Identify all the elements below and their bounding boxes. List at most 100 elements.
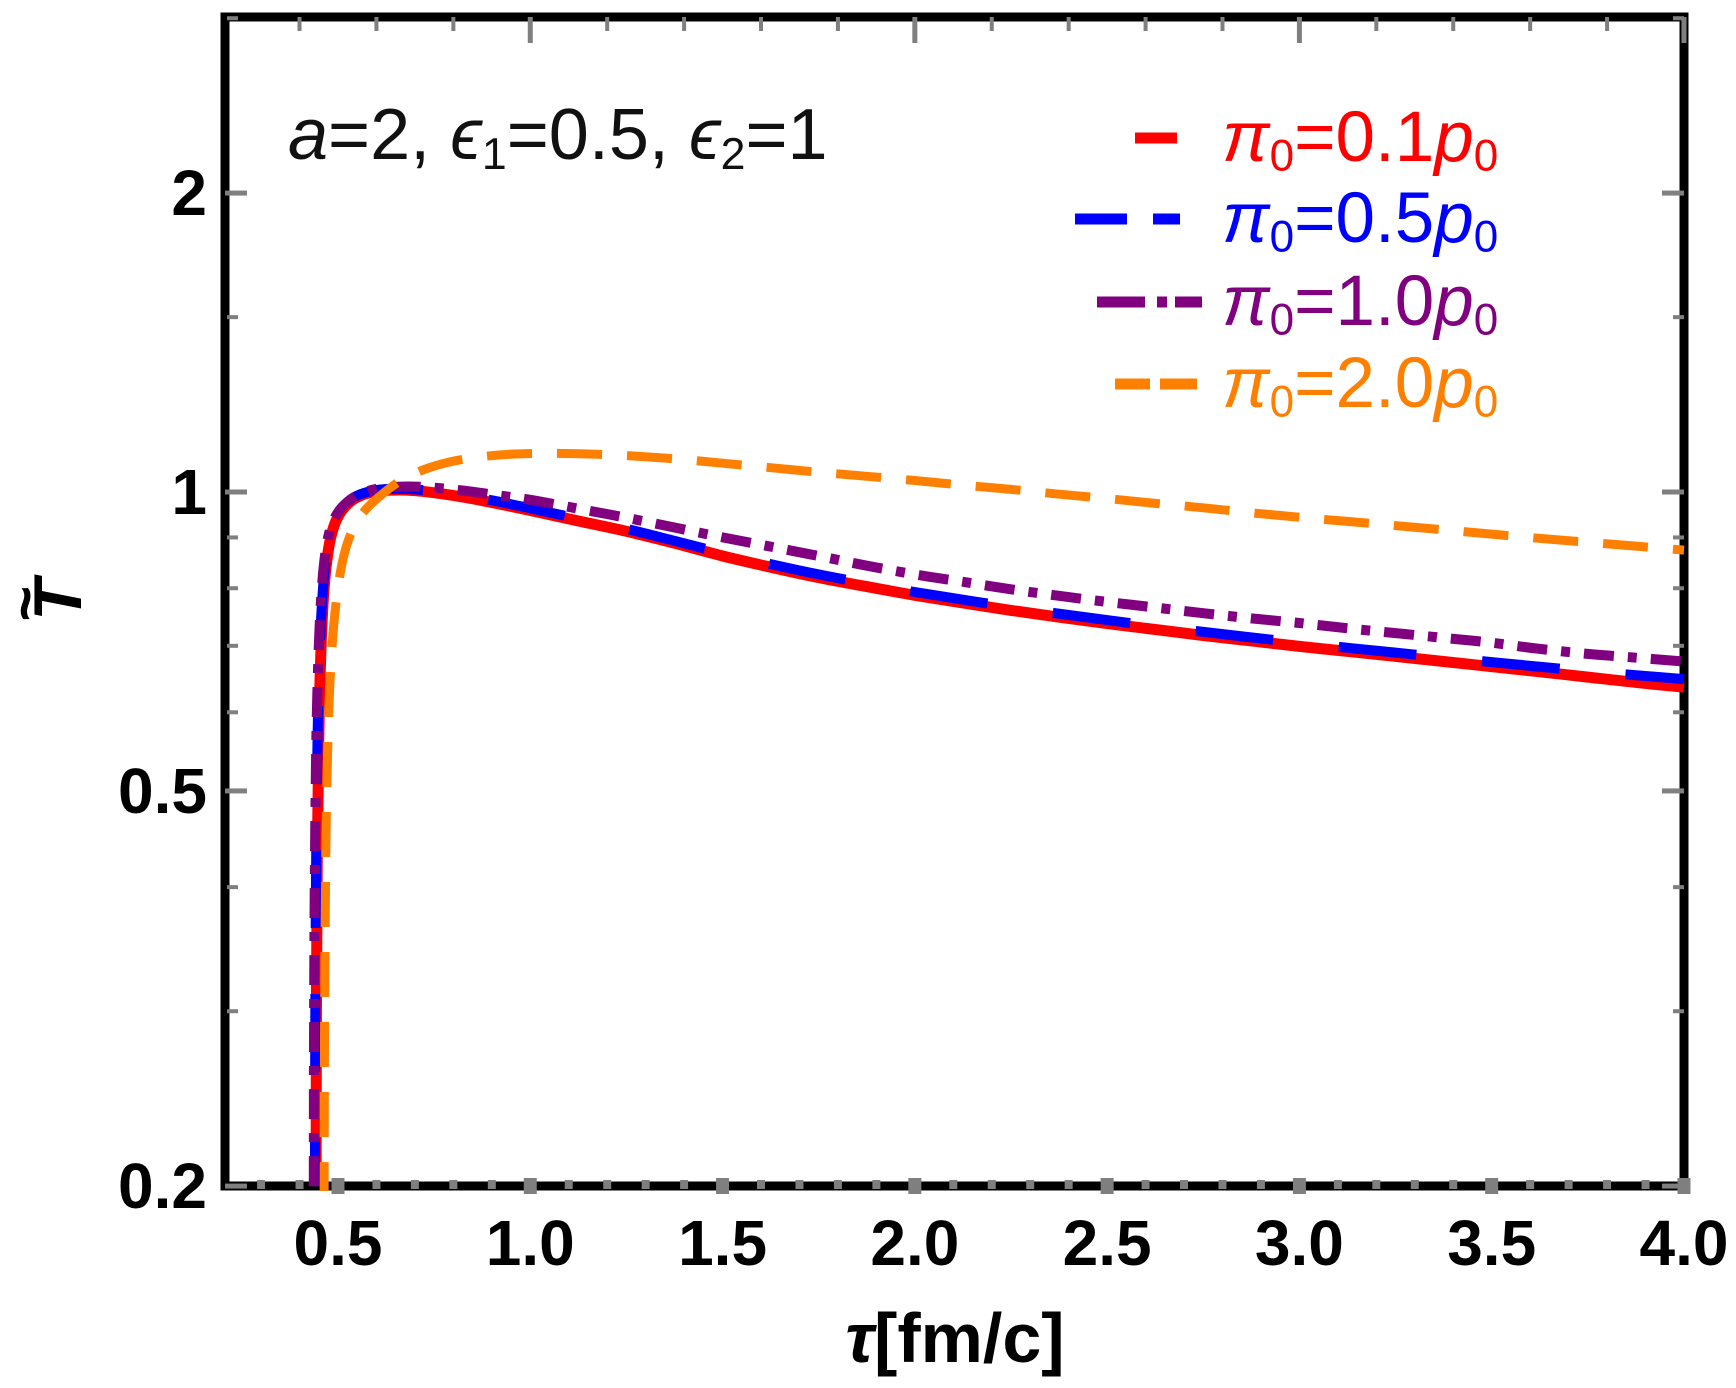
x-tick-label-2.5: 2.5: [1062, 1207, 1152, 1279]
x-minor-tick: [1218, 1180, 1227, 1189]
x-top-minor-tick: [297, 17, 302, 31]
legend-label-part: p: [1434, 179, 1474, 258]
x-minor-tick: [833, 1180, 842, 1189]
legend-swatch-pi0=2.0p0: [1115, 378, 1197, 390]
legend-label-part: 0: [1269, 295, 1295, 345]
x-minor-tick: [487, 1180, 496, 1189]
legend-label-pi0=1.0p0: π0=1.0p0: [1222, 259, 1498, 364]
x-top-minor-tick: [1374, 17, 1379, 31]
x-minor-tick: [757, 1180, 766, 1189]
x-axis-title: τ[fm/c]: [705, 1296, 1205, 1380]
x-top-minor-tick: [989, 17, 994, 31]
legend-label-part: 0: [1473, 131, 1499, 181]
x-top-minor-tick: [1220, 17, 1225, 31]
x-top-minor-tick: [605, 17, 610, 31]
curves-group: [308, 448, 1685, 1191]
x-minor-tick: [449, 1180, 458, 1189]
y-major-tick: [225, 788, 247, 794]
y-minor-tick: [227, 710, 238, 715]
x-top-minor-tick: [374, 17, 379, 31]
x-minor-tick: [1333, 1180, 1342, 1189]
legend-label-part: π: [1222, 344, 1270, 423]
x-top-minor-tick: [1605, 17, 1610, 31]
annotation-part: =2,: [328, 95, 451, 175]
y-right-major-tick: [1662, 190, 1684, 196]
y-right-minor-tick: [1673, 586, 1684, 591]
x-top-minor-tick: [1066, 17, 1071, 31]
legend-label-part: π: [1222, 262, 1270, 341]
x-minor-tick: [1141, 1180, 1150, 1189]
x-major-tick: [1100, 1178, 1114, 1194]
x-tick-label-0.5: 0.5: [293, 1207, 383, 1279]
legend-label-pi0=2.0p0: π0=2.0p0: [1222, 341, 1498, 446]
legend-label-part: π: [1222, 98, 1270, 177]
legend-label-part: 0: [1269, 212, 1295, 262]
tilde-accent: ~: [0, 586, 59, 622]
x-minor-tick: [410, 1180, 419, 1189]
y-axis-title: T~: [0, 520, 138, 680]
y-minor-tick: [227, 1009, 238, 1014]
x-top-minor-tick: [759, 17, 764, 31]
x-top-major-tick: [1296, 17, 1302, 43]
x-top-major-tick: [1681, 17, 1687, 43]
y-minor-tick: [227, 535, 238, 540]
annotation-part: =0.5,: [506, 95, 689, 175]
x-minor-tick: [949, 1180, 958, 1189]
legend-swatch-pi0=1.0p0: [1097, 296, 1202, 308]
legend-label-pi0=0.5p0: π0=0.5p0: [1222, 176, 1498, 281]
y-tick-label-0.2: 0.2: [118, 1150, 207, 1223]
x-minor-tick: [1372, 1180, 1381, 1189]
x-tick-label-2.0: 2.0: [870, 1207, 960, 1279]
x-top-minor-tick: [1451, 17, 1456, 31]
legend-label-pi0=0.1p0: π0=0.1p0: [1222, 95, 1498, 200]
x-tick-label-4.0: 4.0: [1639, 1207, 1729, 1279]
x-minor-tick: [987, 1180, 996, 1189]
legend-label-part: p: [1434, 262, 1474, 341]
x-top-major-tick: [912, 17, 918, 43]
x-minor-tick: [257, 1180, 266, 1189]
x-minor-tick: [564, 1180, 573, 1189]
legend-label-part: p: [1434, 98, 1474, 177]
y-minor-tick: [227, 315, 238, 320]
legend-label-part: =: [1294, 262, 1336, 341]
annotation-part: ϵ: [450, 95, 482, 175]
x-minor-tick: [1256, 1180, 1265, 1189]
y-minor-tick: [227, 586, 238, 591]
x-top-minor-tick: [1528, 17, 1533, 31]
legend-swatch-pi0=0.5p0: [1075, 213, 1180, 225]
curve-pi0=0.1p0: [310, 484, 1685, 1187]
legend-label-part: 2.0: [1335, 344, 1435, 423]
x-minor-tick: [1603, 1180, 1612, 1189]
x-top-minor-tick: [835, 17, 840, 31]
annotation-part: =1: [745, 95, 828, 175]
x-minor-tick: [372, 1180, 381, 1189]
y-right-minor-tick: [1673, 315, 1684, 320]
y-major-tick: [225, 489, 247, 495]
x-minor-tick: [1641, 1180, 1650, 1189]
y-right-major-tick: [1662, 788, 1684, 794]
x-minor-tick: [1180, 1180, 1189, 1189]
legend-label-part: =: [1294, 98, 1336, 177]
x-minor-tick: [1564, 1180, 1573, 1189]
legend-label-part: =: [1294, 344, 1336, 423]
y-tick-label-1: 1: [171, 456, 207, 528]
y-right-minor-tick: [1673, 16, 1684, 21]
y-axis-title-text: T~: [0, 579, 96, 621]
x-minor-tick: [1410, 1180, 1419, 1189]
x-tick-label-1.5: 1.5: [678, 1207, 768, 1279]
x-tick-label-3.5: 3.5: [1447, 1207, 1537, 1279]
y-tick-label-0.5: 0.5: [118, 754, 207, 827]
y-right-minor-tick: [1673, 710, 1684, 715]
y-major-tick: [225, 1183, 247, 1189]
annotation-part: 1: [481, 129, 507, 179]
legend-label-part: 0.5: [1335, 179, 1435, 258]
legend-label-part: π: [1222, 179, 1270, 258]
legend-label-part: 0: [1269, 377, 1295, 427]
y-right-major-tick: [1662, 489, 1684, 495]
y-tick-label-2: 2: [171, 157, 207, 230]
x-minor-tick: [1449, 1180, 1458, 1189]
x-minor-tick: [872, 1180, 881, 1189]
annotation-part: ϵ: [688, 95, 721, 175]
legend-label-part: 0: [1473, 295, 1499, 345]
